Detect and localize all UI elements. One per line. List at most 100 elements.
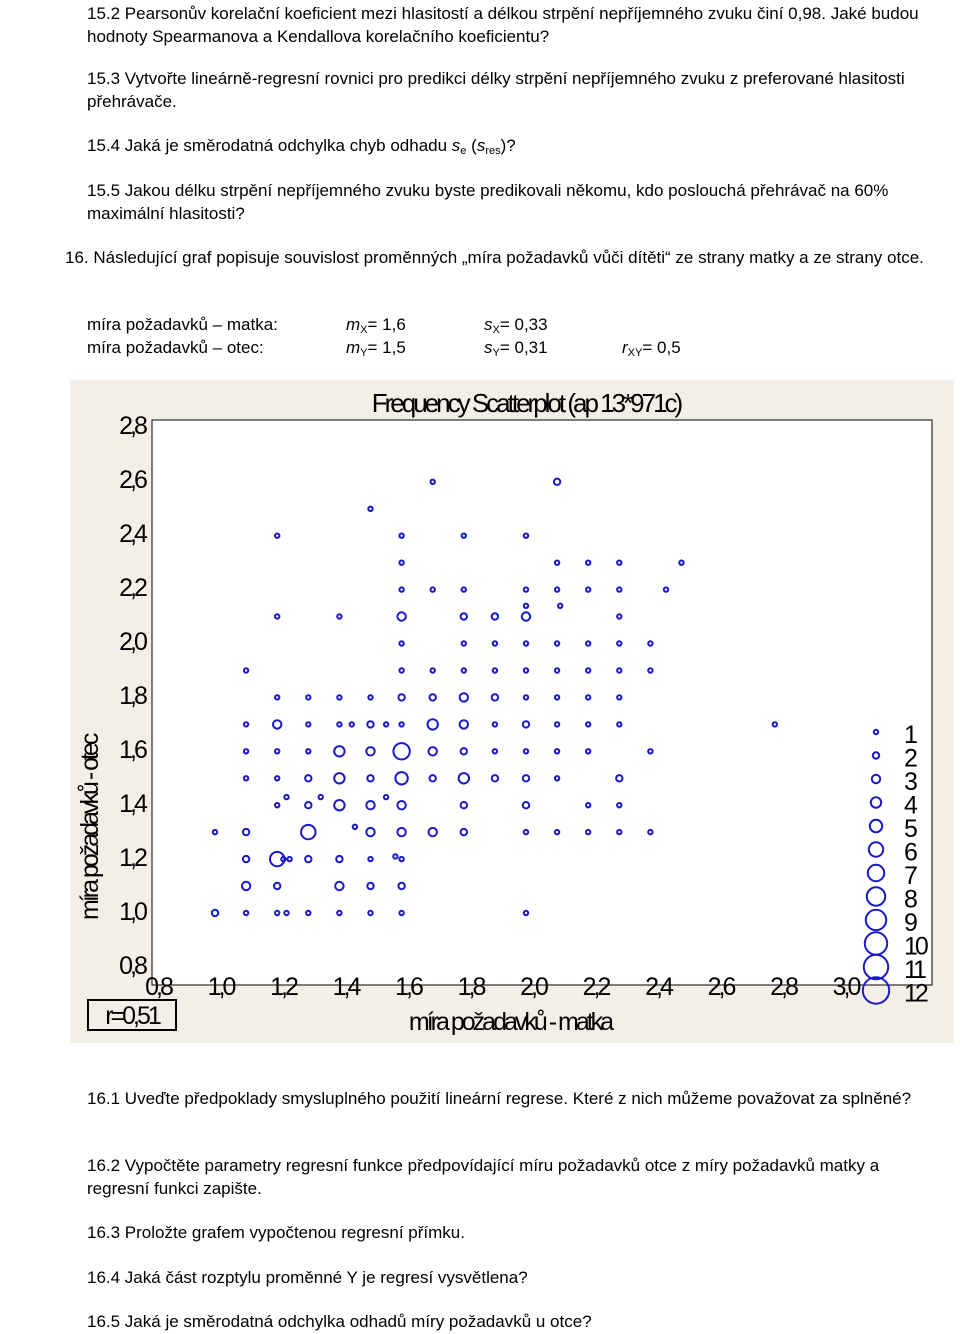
x-tick-label: 1,6 [395, 973, 423, 1001]
data-point [396, 800, 407, 811]
legend-marker [869, 796, 883, 809]
stats-m-x-val: = 1,6 [367, 315, 406, 334]
data-point [398, 586, 405, 593]
data-point [211, 828, 219, 836]
data-point [553, 775, 561, 782]
x-tick-label: 2,4 [645, 973, 674, 1001]
legend-marker [868, 818, 884, 834]
data-point [427, 826, 438, 838]
data-point [333, 799, 346, 812]
r-value-label: r=0,51 [105, 1002, 161, 1030]
legend-marker [871, 751, 881, 760]
stats-s-y: s [484, 338, 493, 357]
plot-area [151, 419, 933, 986]
data-point [521, 774, 531, 783]
data-point [398, 532, 405, 539]
data-point [272, 719, 283, 730]
stats-m-y: m [346, 338, 361, 357]
data-point [585, 748, 592, 755]
data-point [553, 559, 561, 566]
chart-title: Frequency Scatterplot (ap 13*971c) [372, 388, 683, 418]
data-point [382, 793, 390, 801]
q15-4-mid: ( [466, 136, 477, 155]
data-point [647, 667, 654, 674]
data-point [300, 823, 317, 841]
stats-r-sub: XY [627, 347, 643, 359]
data-point [460, 640, 467, 647]
y-tick-label: 2,2 [119, 574, 147, 602]
data-point [491, 667, 499, 674]
data-point [365, 826, 376, 838]
data-point [522, 586, 530, 593]
data-point [616, 667, 623, 674]
data-point [458, 719, 469, 730]
legend-marker [864, 908, 888, 932]
data-point [365, 746, 376, 757]
data-point [460, 532, 467, 539]
data-point [242, 748, 250, 755]
data-point [397, 881, 406, 891]
data-point [647, 640, 654, 647]
data-point [304, 854, 313, 864]
data-point [428, 774, 437, 783]
data-point [585, 694, 592, 701]
data-point [242, 721, 250, 728]
data-point [367, 909, 374, 917]
data-point [283, 909, 290, 917]
data-point [552, 477, 562, 487]
data-point [585, 667, 592, 674]
question-15-4: 15.4 Jaká je směrodatná odchylka chyb od… [87, 134, 937, 157]
data-point [491, 748, 499, 755]
scatterplot-svg: Frequency Scatterplot (ap 13*971c) míra … [76, 388, 933, 1036]
data-point [585, 559, 592, 566]
stats-row1-mean: mX = 1,6 [346, 313, 406, 336]
y-tick-label: 2,6 [119, 466, 147, 494]
data-point [398, 855, 405, 863]
data-point [460, 667, 467, 674]
data-point [647, 748, 654, 755]
stats-s-x-sub: X [492, 324, 500, 336]
data-point [398, 909, 405, 917]
x-tick-label: 1,2 [270, 973, 298, 1001]
data-point [521, 801, 531, 810]
data-point [522, 667, 530, 674]
y-ticks: 0,8 1,0 1,2 1,4 1,6 1,8 2,0 2,2 2,4 2,6 2,8 [119, 412, 151, 980]
data-point [274, 613, 281, 620]
data-point [491, 640, 499, 647]
data-point [351, 823, 359, 830]
data-point [459, 801, 468, 810]
data-point [616, 694, 623, 701]
data-point [392, 742, 411, 761]
scatterplot-panel: Frequency Scatterplot (ap 13*971c) míra … [70, 380, 954, 1043]
stats-m-y-sub: Y [360, 347, 368, 359]
data-point [459, 827, 468, 837]
x-tick-label: 0,8 [145, 973, 173, 1001]
x-tick-label: 1,4 [333, 973, 362, 1001]
data-point [585, 586, 592, 593]
data-point [242, 775, 250, 782]
data-point [615, 774, 624, 783]
data-point [490, 774, 500, 783]
data-point [394, 771, 409, 786]
data-point [366, 774, 375, 783]
data-point [333, 772, 346, 785]
y-axis-label: míra požadavků - otec [76, 733, 104, 920]
data-point [286, 855, 293, 863]
x-tick-label: 2,6 [708, 973, 736, 1001]
data-point [429, 586, 436, 593]
data-point [396, 611, 407, 622]
data-point [616, 613, 623, 620]
stats-s-x: s [484, 315, 493, 334]
x-tick-label: 2,0 [520, 973, 548, 1001]
data-point [241, 827, 251, 837]
data-point [557, 602, 564, 610]
legend-marker [870, 773, 882, 785]
q15-4-text: 15.4 Jaká je směrodatná odchylka chyb od… [87, 136, 452, 155]
data-point [521, 720, 531, 729]
data-point [397, 693, 406, 702]
legend-marker [867, 841, 885, 858]
data-point [274, 909, 281, 917]
data-point [553, 640, 561, 647]
data-point [382, 721, 390, 728]
data-point [771, 721, 778, 728]
